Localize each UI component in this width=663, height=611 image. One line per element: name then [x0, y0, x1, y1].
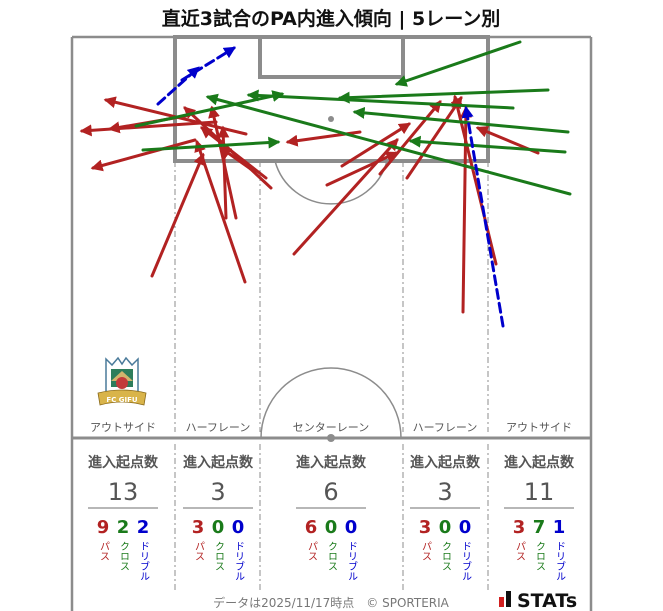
logo-text: FC GIFU — [106, 396, 137, 404]
brand-text: STATs — [517, 590, 577, 611]
pitch — [70, 35, 593, 611]
total-count: 3 — [437, 478, 452, 506]
lane-stats-4: 進入起点数 3 3 0 0 パス クロス ドリブル — [410, 454, 481, 581]
dribble-count: 0 — [459, 517, 472, 538]
cross-label: クロス — [440, 541, 451, 571]
pass-arrow-5 — [200, 126, 268, 180]
goal-area — [258, 35, 405, 79]
cross-count: 2 — [117, 517, 130, 538]
stats-header: 進入起点数 — [88, 454, 159, 471]
cross-label: クロス — [213, 541, 224, 571]
cross-count: 0 — [439, 517, 452, 538]
cross-arrow-21 — [394, 40, 522, 87]
cross-count: 7 — [533, 517, 546, 538]
cross-arrow-28 — [141, 136, 281, 152]
center-circle — [260, 367, 402, 439]
lane-label-5: アウトサイド — [506, 421, 572, 434]
cross-arrow-27 — [134, 90, 285, 128]
dribble-count: 0 — [345, 517, 358, 538]
dribble-count: 1 — [553, 517, 566, 538]
dribble-arrow-31 — [461, 105, 505, 328]
cross-label: クロス — [326, 541, 337, 571]
pass-arrow-13 — [325, 151, 399, 187]
stats-header: 進入起点数 — [183, 454, 254, 471]
pass-count: 3 — [513, 517, 526, 538]
dribble-count: 0 — [232, 517, 245, 538]
pass-arrow-12 — [292, 138, 399, 256]
total-count: 3 — [210, 478, 225, 506]
stats-header: 進入起点数 — [504, 454, 575, 471]
pass-arrow-6 — [219, 146, 257, 174]
stats-brand-logo: STATs — [499, 590, 577, 611]
lane-stats-1: 進入起点数 13 9 2 2 パス クロス ドリブル — [88, 454, 159, 581]
cross-label: クロス — [118, 541, 129, 571]
pass-count: 9 — [97, 517, 110, 538]
brand-mark-red — [499, 597, 504, 607]
lane-stats-5: 進入起点数 11 3 7 1 パス クロス ドリブル — [504, 454, 575, 581]
dribble-label: ドリブル — [460, 541, 472, 581]
dribble-label: ドリブル — [554, 541, 566, 581]
pass-arrow-11 — [150, 152, 205, 278]
pass-arrow-10 — [90, 138, 197, 172]
cross-arrow-24 — [352, 106, 570, 134]
brand-mark-black — [506, 591, 511, 607]
cross-label: クロス — [534, 541, 545, 571]
cross-arrow-25 — [408, 135, 567, 154]
stats-header: 進入起点数 — [410, 454, 481, 471]
lane-label-2: ハーフレーン — [186, 421, 251, 434]
pass-label: パス — [193, 541, 205, 561]
dribble-arrow-29 — [156, 66, 200, 106]
pass-arrow-16 — [405, 96, 463, 180]
dribble-count: 2 — [137, 517, 150, 538]
pass-label: パス — [514, 541, 526, 561]
dribble-label: ドリブル — [233, 541, 245, 581]
penalty-spot — [328, 116, 334, 122]
pass-label: パス — [306, 541, 318, 561]
pass-count: 3 — [419, 517, 432, 538]
pass-count: 3 — [192, 517, 205, 538]
penalty-arc — [274, 160, 388, 205]
cross-count: 0 — [212, 517, 225, 538]
lane-label-4: ハーフレーン — [413, 421, 478, 434]
fc-gifu-logo: FC GIFU — [97, 356, 147, 406]
pass-count: 6 — [305, 517, 318, 538]
pass-arrow-14 — [340, 122, 412, 168]
dribble-label: ドリブル — [138, 541, 150, 581]
cross-arrow-22 — [337, 88, 550, 104]
lane-stats-3: 進入起点数 6 6 0 0 パス クロス ドリブル — [296, 454, 367, 581]
entry-arrows — [79, 40, 572, 328]
dribble-label: ドリブル — [346, 541, 358, 581]
pass-label: パス — [98, 541, 110, 561]
stats-header: 進入起点数 — [296, 454, 367, 471]
total-count: 6 — [323, 478, 338, 506]
cross-count: 0 — [325, 517, 338, 538]
total-count: 11 — [524, 478, 555, 506]
dribble-arrow-30 — [180, 46, 237, 82]
lane-label-1: アウトサイド — [90, 421, 156, 434]
lane-stats: 進入起点数 13 9 2 2 パス クロス ドリブル 進入起点数 3 3 0 0… — [88, 454, 575, 581]
lane-label-3: センターレーン — [293, 421, 369, 434]
cross-arrow-26 — [205, 93, 572, 196]
pass-arrow-8 — [79, 120, 218, 137]
lane-stats-2: 進入起点数 3 3 0 0 パス クロス ドリブル — [183, 454, 254, 581]
pass-arrow-1 — [194, 139, 247, 284]
chart-title: 直近3試合のPA内進入傾向 | 5レーン別 — [162, 7, 501, 30]
pass-label: パス — [420, 541, 432, 561]
pass-arrow-3 — [217, 125, 230, 220]
center-spot — [327, 434, 335, 442]
total-count: 13 — [108, 478, 139, 506]
footer-note: データは2025/11/17時点 © SPORTERIA — [213, 595, 450, 610]
